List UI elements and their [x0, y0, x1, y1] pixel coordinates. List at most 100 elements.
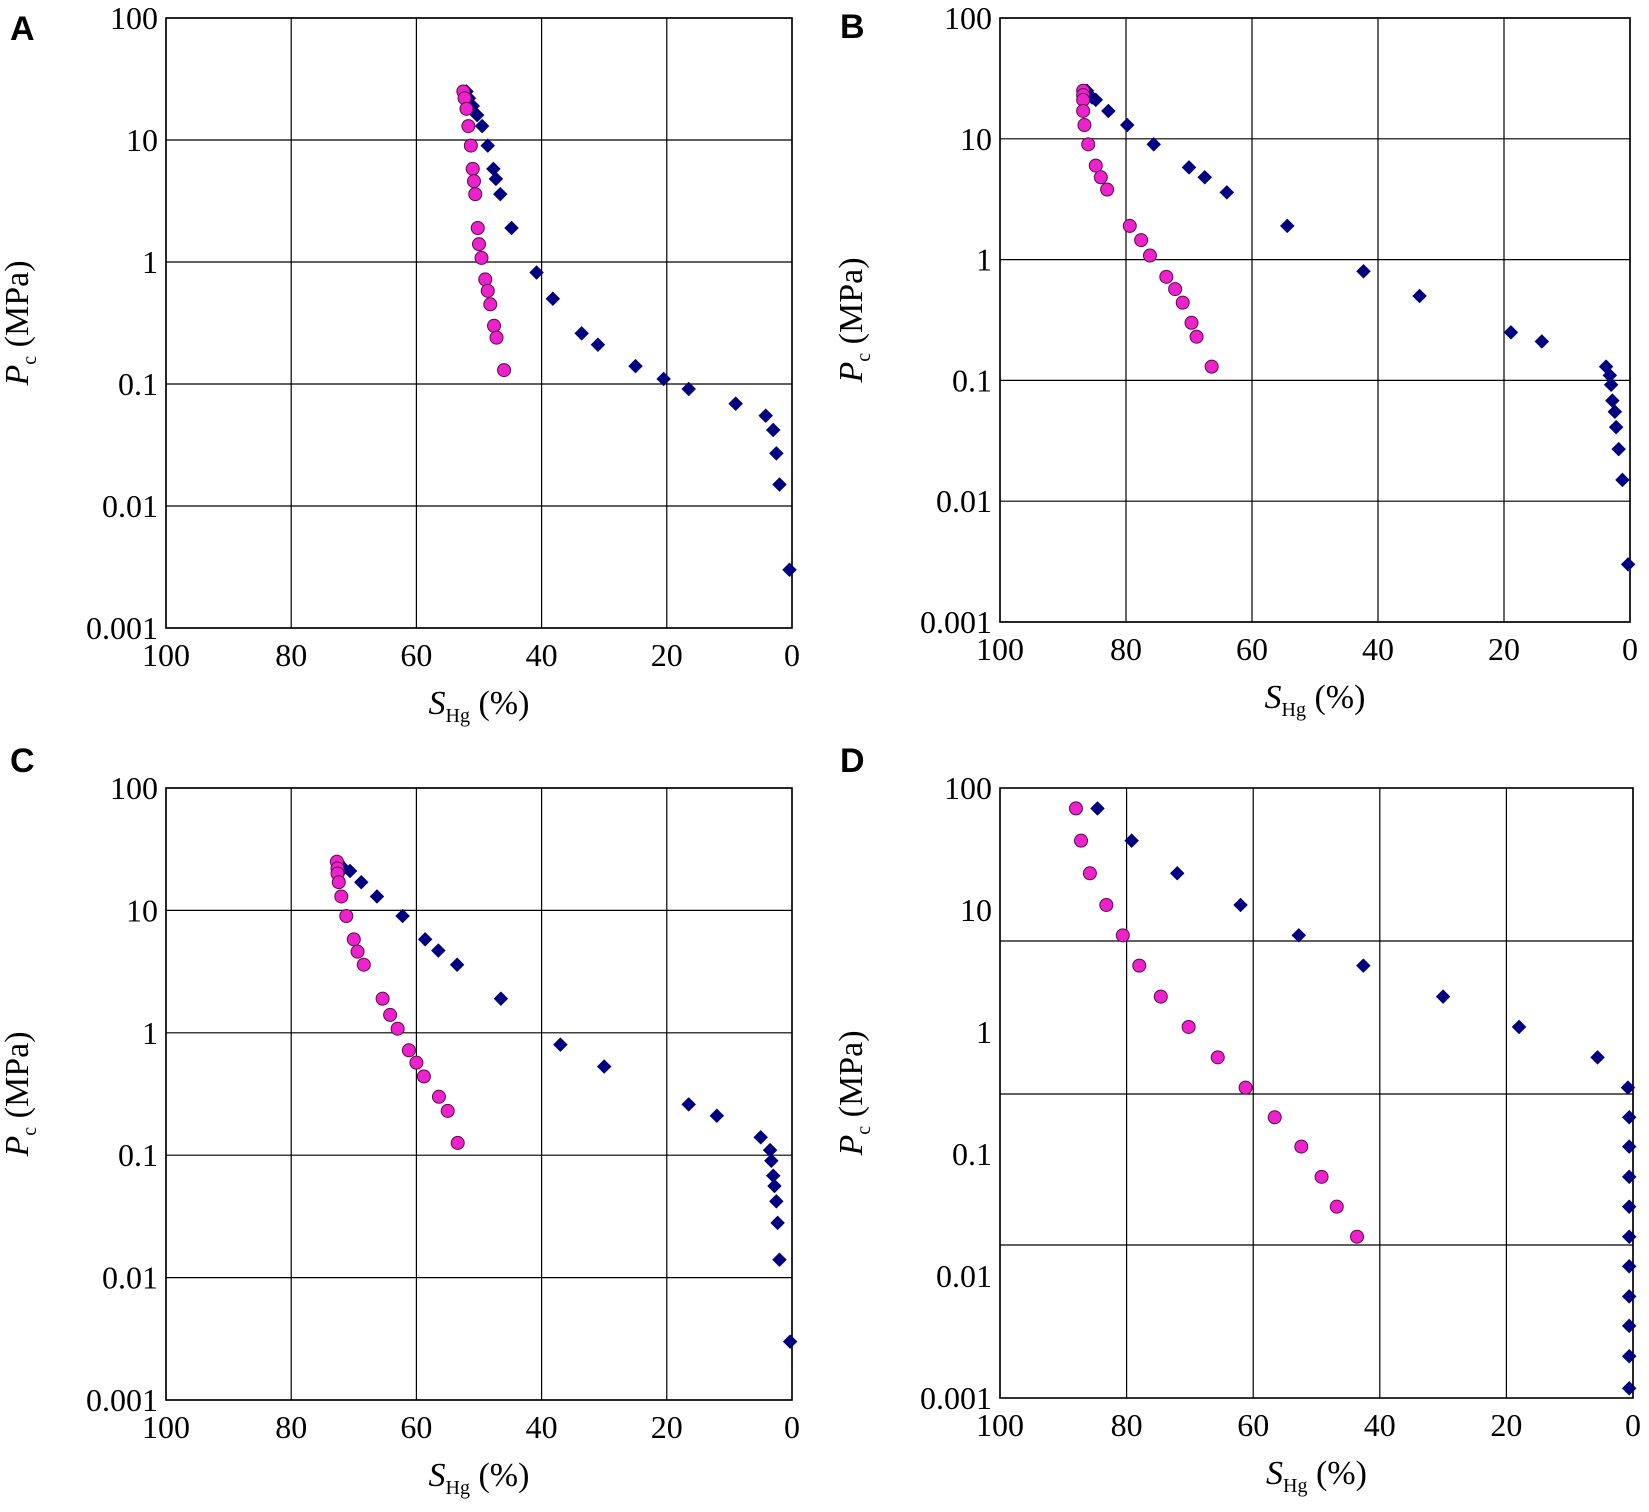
chart-panel-a: A 100 80 60 40 20 0 100 10 1 0.1 0.01 0.001 SHg (%) Pc… — [0, 0, 800, 727]
y-tick-label: 100 — [110, 0, 158, 36]
x-tick-label: 0 — [784, 1409, 800, 1445]
injection-point — [474, 118, 490, 134]
withdrawal-point — [1082, 866, 1097, 881]
injection-point — [493, 991, 509, 1007]
withdrawal-point — [468, 187, 483, 202]
withdrawal-point — [334, 889, 349, 904]
injection-point — [553, 1037, 568, 1053]
y-tick-label: 10 — [126, 122, 158, 158]
injection-point — [1219, 185, 1235, 200]
injection-point — [1611, 441, 1627, 457]
x-tick-label: 20 — [1490, 1407, 1522, 1443]
injection-point — [758, 408, 774, 424]
withdrawal-point — [466, 174, 481, 189]
y-tick-label: 1 — [142, 1015, 158, 1051]
x-tick-label: 0 — [1625, 1407, 1641, 1443]
x-tick-label: 80 — [275, 637, 307, 673]
withdrawal-point — [1267, 1110, 1282, 1125]
injection-point — [763, 1153, 779, 1169]
withdrawal-point — [470, 220, 485, 235]
injection-point — [590, 337, 606, 353]
injection-point — [574, 326, 590, 341]
y-tick-label: 0.01 — [102, 488, 158, 524]
x-axis-label: SHg (%) — [429, 685, 530, 727]
withdrawal-point — [375, 991, 390, 1006]
injection-point — [1511, 1019, 1527, 1035]
injection-point — [1146, 136, 1162, 152]
withdrawal-point — [465, 161, 480, 176]
injection-point — [1090, 801, 1105, 816]
withdrawal-point — [401, 1043, 416, 1058]
withdrawal-point — [1314, 1169, 1329, 1184]
x-tick-label: 100 — [976, 631, 1024, 667]
withdrawal-point — [356, 957, 371, 972]
y-tick-label: 1 — [142, 244, 158, 280]
injection-point — [1124, 833, 1140, 849]
withdrawal-point — [1115, 928, 1130, 943]
injection-point — [1101, 103, 1116, 119]
withdrawal-point — [1088, 158, 1103, 173]
injection-point — [1620, 557, 1636, 572]
withdrawal-point — [1189, 329, 1204, 344]
injection-point — [768, 446, 784, 461]
injection-point — [628, 358, 643, 374]
withdrawal-point — [1238, 1080, 1253, 1095]
injection-point — [1355, 958, 1371, 973]
withdrawal-point — [1076, 103, 1091, 118]
injection-point — [709, 1108, 725, 1124]
injection-point — [1621, 1109, 1637, 1125]
plot-frame — [999, 17, 1631, 623]
x-tick-label: 40 — [526, 1409, 558, 1445]
plot-frame — [999, 787, 1634, 1399]
x-tick-label: 0 — [784, 637, 800, 673]
y-tick-label: 0.1 — [118, 366, 158, 402]
x-tick-label: 60 — [1236, 631, 1268, 667]
withdrawal-point — [1099, 897, 1114, 912]
injection-point — [1088, 92, 1104, 108]
y-tick-label: 10 — [960, 121, 992, 157]
withdrawal-point — [461, 119, 476, 134]
injection-point — [480, 138, 496, 153]
injection-point — [1608, 419, 1624, 435]
injection-point — [770, 1215, 785, 1231]
injection-point — [1621, 1258, 1637, 1274]
withdrawal-point — [440, 1103, 455, 1118]
y-axis-label: Pc (MPa) — [0, 260, 41, 386]
injection-point — [492, 186, 508, 202]
y-axis-label: Pc (MPa) — [833, 257, 875, 383]
chart-panel-b: B 100 80 60 40 20 0 100 10 1 0.1 0.01 0.001 SHg (%) Pc… — [833, 0, 1638, 721]
injection-point — [681, 381, 697, 397]
injection-point — [1607, 404, 1623, 420]
injection-point — [504, 220, 519, 236]
injection-point — [1621, 1139, 1637, 1154]
injection-point — [1279, 218, 1295, 234]
injection-point — [1621, 1289, 1637, 1304]
injection-point — [1181, 160, 1197, 175]
x-axis-label: SHg (%) — [1266, 1455, 1367, 1497]
y-tick-label: 0.1 — [118, 1137, 158, 1173]
x-tick-label: 80 — [1110, 631, 1142, 667]
withdrawal-point — [383, 1007, 398, 1022]
injection-point — [395, 908, 410, 924]
y-tick-label: 0.01 — [102, 1260, 158, 1296]
injection-point — [767, 1178, 782, 1194]
withdrawal-point — [416, 1069, 431, 1084]
injection-point — [1119, 117, 1135, 133]
withdrawal-point — [1093, 170, 1108, 185]
withdrawal-point — [1068, 801, 1083, 816]
y-tick-label: 0.001 — [920, 604, 992, 640]
withdrawal-point — [1168, 282, 1183, 297]
withdrawal-point — [497, 363, 512, 378]
injection-point — [772, 1252, 787, 1268]
injection-point — [1621, 1169, 1637, 1185]
injection-point — [1621, 1199, 1637, 1215]
withdrawal-point — [331, 875, 346, 890]
y-tick-label: 100 — [110, 770, 158, 806]
withdrawal-point — [1134, 233, 1149, 248]
injection-point — [772, 477, 787, 492]
withdrawal-point — [409, 1055, 424, 1070]
x-tick-label: 20 — [651, 637, 683, 673]
y-tick-label: 0.01 — [936, 483, 992, 519]
y-tick-label: 100 — [944, 770, 992, 806]
y-tick-label: 1 — [976, 242, 992, 278]
